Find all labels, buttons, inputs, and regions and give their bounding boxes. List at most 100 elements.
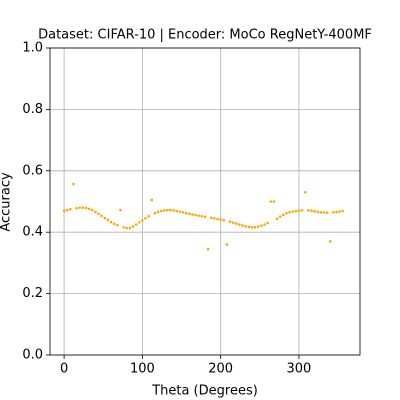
point	[141, 219, 144, 222]
point	[156, 210, 160, 214]
point	[266, 221, 269, 225]
point	[322, 211, 326, 214]
point	[291, 210, 294, 213]
point	[325, 211, 329, 214]
point	[260, 224, 263, 228]
point	[109, 220, 113, 224]
point	[231, 221, 235, 224]
y-tick-label: 0.2	[22, 286, 43, 301]
point	[332, 210, 335, 214]
point	[244, 225, 248, 228]
point	[310, 209, 313, 213]
point	[134, 223, 138, 226]
point	[335, 210, 338, 214]
point	[288, 210, 291, 214]
y-tick-label: 0.6	[22, 163, 43, 178]
point	[275, 217, 279, 220]
point	[106, 218, 110, 222]
point	[225, 243, 229, 246]
point	[216, 217, 219, 221]
point	[178, 210, 182, 213]
point	[147, 214, 150, 218]
y-tick-label: 1.0	[22, 41, 43, 56]
point	[228, 220, 232, 224]
point	[278, 215, 282, 218]
point	[144, 217, 147, 220]
point	[153, 211, 157, 215]
point	[125, 226, 129, 230]
point	[235, 222, 238, 225]
y-tick-label: 0.8	[22, 102, 43, 117]
point	[81, 206, 85, 209]
point	[297, 209, 301, 213]
point	[285, 211, 288, 215]
x-axis-label: Theta (Degrees)	[151, 384, 258, 399]
point	[116, 223, 119, 227]
point	[122, 225, 125, 229]
point	[250, 225, 254, 229]
point	[65, 208, 69, 212]
chart-title: Dataset: CIFAR-10 | Encoder: MoCo RegNet…	[38, 28, 372, 43]
point	[206, 247, 210, 251]
point	[303, 190, 307, 194]
point	[247, 225, 251, 229]
point	[72, 182, 75, 186]
point	[119, 208, 122, 212]
point	[172, 209, 175, 212]
point	[184, 211, 188, 215]
point	[307, 209, 310, 212]
point	[269, 200, 273, 203]
point	[166, 208, 169, 212]
point	[181, 210, 185, 214]
point	[219, 218, 222, 221]
point	[281, 213, 285, 217]
point	[75, 206, 78, 210]
point	[238, 223, 241, 226]
y-tick-label: 0.4	[22, 225, 43, 240]
point	[313, 210, 316, 213]
point	[209, 216, 213, 220]
point	[112, 222, 116, 226]
point	[169, 208, 172, 212]
y-tick-label: 0.0	[22, 348, 43, 363]
point	[159, 209, 163, 213]
point	[84, 206, 88, 210]
point	[175, 209, 179, 213]
point	[97, 212, 100, 216]
point	[253, 225, 257, 229]
point	[316, 210, 320, 214]
point	[90, 208, 94, 212]
point	[222, 218, 226, 222]
point	[294, 209, 298, 213]
plot-frame	[49, 47, 361, 356]
point	[62, 209, 66, 213]
point	[300, 209, 304, 212]
point	[191, 213, 194, 216]
point	[128, 226, 132, 230]
x-tick-label: 300	[287, 362, 312, 377]
point	[328, 240, 332, 243]
point	[188, 212, 191, 216]
point	[78, 206, 82, 209]
point	[203, 215, 207, 219]
point	[319, 210, 323, 214]
x-tick-label: 0	[60, 362, 68, 377]
point	[241, 224, 244, 227]
point	[213, 217, 216, 220]
point	[69, 207, 72, 211]
point	[87, 207, 91, 211]
point	[137, 221, 141, 224]
x-tick-label: 200	[208, 362, 233, 377]
point	[162, 209, 166, 212]
point	[194, 213, 197, 217]
point	[131, 225, 135, 228]
point	[338, 210, 341, 213]
point	[272, 200, 276, 203]
y-axis-label: Accuracy	[0, 172, 14, 232]
point	[200, 214, 204, 218]
x-tick-label: 100	[130, 362, 155, 377]
point	[94, 210, 97, 214]
point	[263, 223, 266, 226]
point	[100, 214, 103, 218]
